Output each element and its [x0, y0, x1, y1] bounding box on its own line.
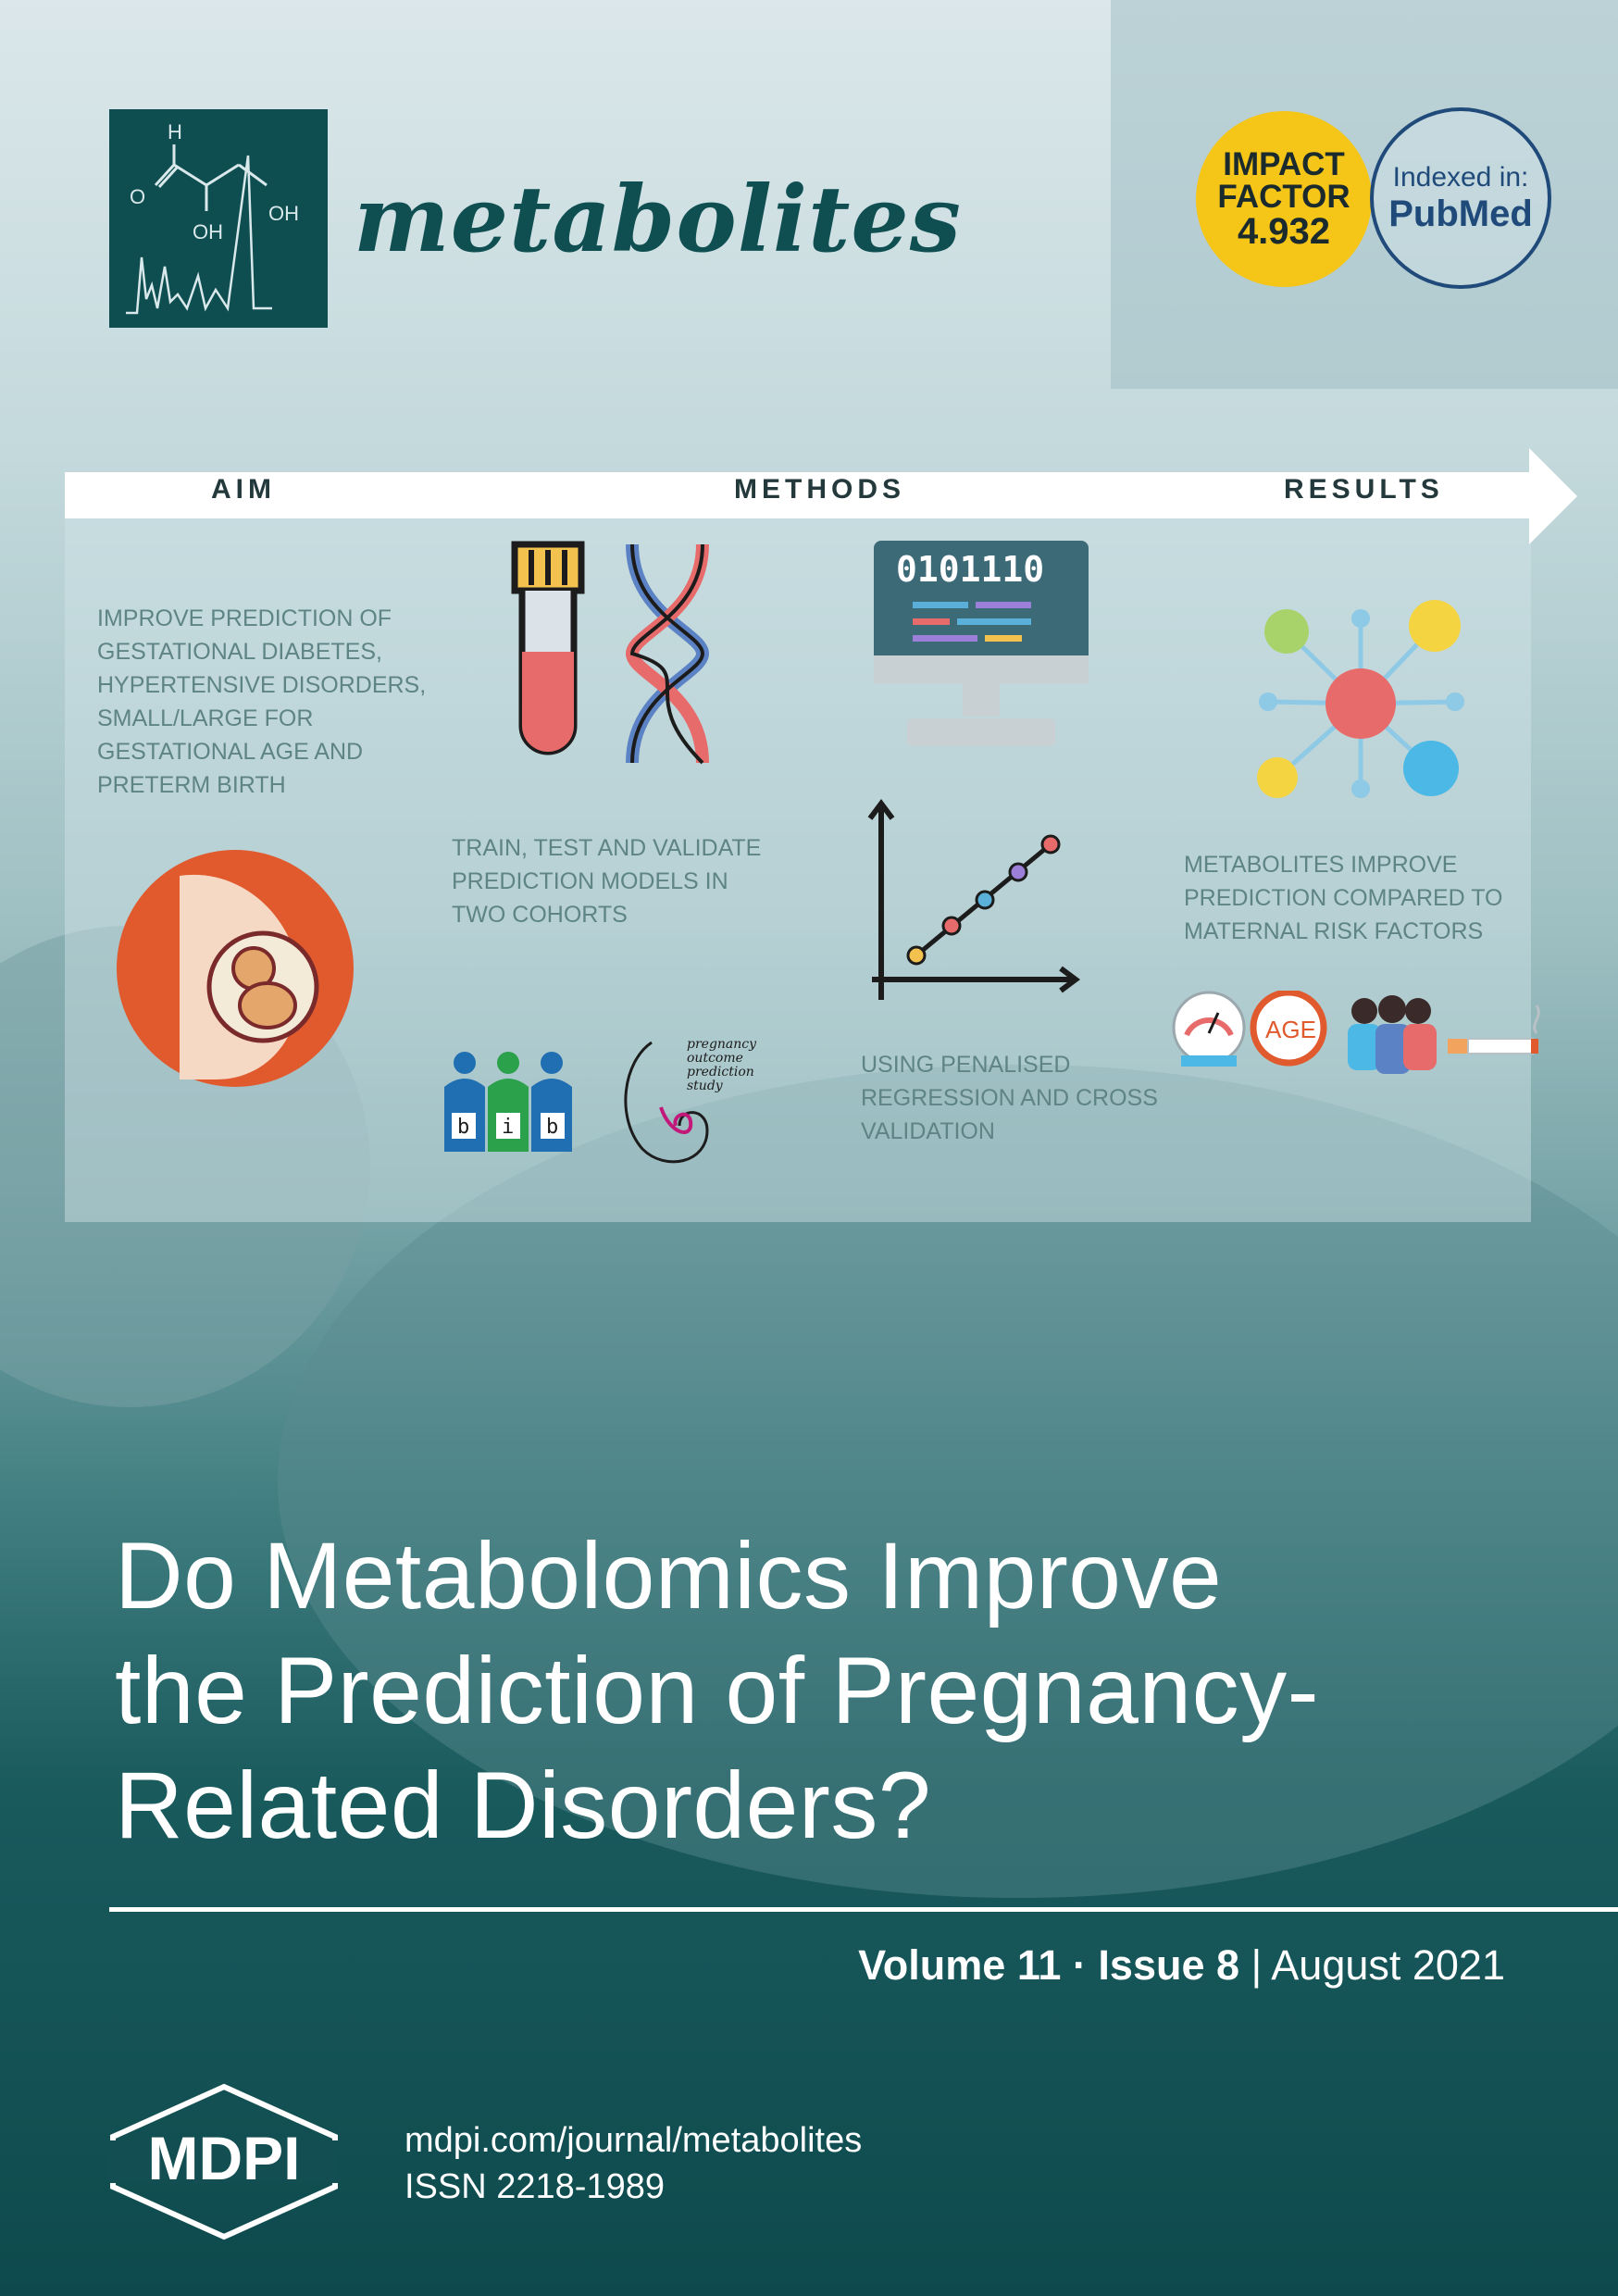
methods-text-line: TWO COHORTS: [452, 902, 628, 928]
aim-text-line: IMPROVE PREDICTION OF: [97, 605, 392, 631]
aim-text-line: GESTATIONAL AGE AND: [97, 739, 364, 765]
results-text-line: MATERNAL RISK FACTORS: [1184, 918, 1484, 944]
pubmed-label: PubMed: [1388, 193, 1533, 234]
methods-text-2: USING PENALISED REGRESSION AND CROSS VAL…: [861, 1048, 1158, 1148]
atom-label: H: [168, 120, 182, 144]
bib-letter: b: [457, 1116, 469, 1139]
date-separator: |: [1251, 1941, 1263, 1989]
methods-text-line: REGRESSION AND CROSS: [861, 1085, 1158, 1111]
issn: ISSN 2218-1989: [404, 2167, 665, 2206]
binary-text: 0101110: [896, 549, 1044, 590]
impact-factor-label: FACTOR: [1217, 179, 1350, 215]
journal-logo: H O OH OH: [109, 109, 328, 328]
aim-header: AIM: [211, 474, 276, 505]
atom-label: OH: [193, 220, 223, 243]
impact-factor-value: 4.932: [1237, 211, 1331, 252]
timeline-arrow: [65, 472, 1531, 518]
journal-url: mdpi.com/journal/metabolites: [404, 2121, 863, 2160]
aim-text-line: GESTATIONAL DIABETES,: [97, 639, 382, 665]
cigarette-icon: [1448, 1004, 1540, 1054]
journal-name: metabolites: [354, 167, 962, 273]
cover-title: Do Metabolomics Improve the Prediction o…: [115, 1518, 1559, 1863]
impact-factor-badge: IMPACT FACTOR 4.932: [1196, 111, 1372, 287]
mdpi-logo-text: MDPI: [148, 2124, 301, 2192]
journal-footer: mdpi.com/journal/metabolites ISSN 2218-1…: [404, 2117, 862, 2210]
test-tube-icon: [511, 541, 585, 755]
impact-factor-label: IMPACT: [1223, 146, 1345, 182]
pops-logo-word: prediction: [687, 1065, 754, 1079]
issue-separator: ·: [1072, 1941, 1087, 1989]
age-label: AGE: [1265, 1016, 1316, 1043]
issue-info: Volume 11 · Issue 8 | August 2021: [858, 1941, 1505, 1990]
divider-rule: [109, 1907, 1618, 1912]
issue-date: August 2021: [1271, 1941, 1505, 1989]
results-text-line: METABOLITES IMPROVE: [1184, 852, 1458, 878]
pops-logo-word: pregnancy: [687, 1037, 757, 1052]
atom-label: OH: [268, 202, 299, 225]
results-text: METABOLITES IMPROVE PREDICTION COMPARED …: [1184, 848, 1502, 948]
aim-text: IMPROVE PREDICTION OF GESTATIONAL DIABET…: [97, 602, 426, 802]
cover-title-line: Do Metabolomics Improve: [115, 1523, 1223, 1628]
bib-logo: b i b: [444, 1052, 572, 1152]
aim-text-line: PRETERM BIRTH: [97, 772, 286, 798]
computer-icon: 0101110: [874, 541, 1089, 746]
age-icon: AGE: [1250, 991, 1327, 1067]
pops-logo: pregnancy outcome prediction study: [624, 1037, 757, 1164]
pubmed-badge: Indexed in: PubMed: [1370, 107, 1551, 289]
atom-label: O: [130, 185, 145, 208]
cover-title-line: Related Disorders?: [115, 1753, 932, 1858]
methods-text-line: USING PENALISED: [861, 1052, 1071, 1078]
issue-label: Issue 8: [1098, 1941, 1240, 1989]
results-text-line: PREDICTION COMPARED TO: [1184, 885, 1503, 911]
methods-text-line: VALIDATION: [861, 1118, 995, 1144]
results-header: RESULTS: [1284, 474, 1444, 505]
volume-label: Volume 11: [858, 1941, 1062, 1989]
risk-factor-icons: AGE: [1172, 991, 1540, 1074]
fetus-icon: [117, 850, 354, 1087]
methods-header: METHODS: [734, 474, 905, 505]
scale-icon: [1172, 991, 1246, 1067]
cover-title-line: the Prediction of Pregnancy-: [115, 1638, 1320, 1743]
regression-plot-icon: [867, 799, 1080, 1000]
bg-belly-shape: [278, 1065, 1618, 1898]
methods-text-1: TRAIN, TEST AND VALIDATE PREDICTION MODE…: [452, 831, 761, 931]
pubmed-indexed-label: Indexed in:: [1392, 161, 1529, 193]
aim-text-line: HYPERTENSIVE DISORDERS,: [97, 672, 427, 698]
ethnicity-icon: [1348, 995, 1437, 1074]
network-icon: [1257, 600, 1464, 798]
mdpi-logo: MDPI: [109, 2083, 339, 2240]
dna-icon: [625, 543, 710, 765]
pops-logo-word: study: [687, 1079, 724, 1093]
methods-text-line: TRAIN, TEST AND VALIDATE: [452, 835, 762, 861]
pops-logo-word: outcome: [687, 1051, 743, 1066]
aim-text-line: SMALL/LARGE FOR: [97, 705, 314, 731]
bib-letter: b: [546, 1116, 558, 1139]
molecule-icon: H O OH OH: [126, 120, 299, 315]
methods-text-line: PREDICTION MODELS IN: [452, 868, 728, 894]
arrow-head-icon: [1529, 448, 1577, 544]
bib-letter: i: [502, 1116, 514, 1139]
